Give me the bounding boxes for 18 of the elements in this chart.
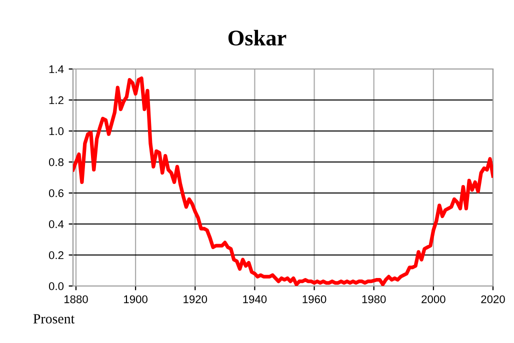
y-tick-label: 0.8 [48, 158, 64, 166]
y-tick-label: 1.0 [49, 127, 64, 136]
x-tick-label: 2020 [481, 295, 505, 304]
chart-title: Oskar [228, 30, 286, 46]
text: Prosent [33, 314, 75, 324]
y-tick-label: 0.0 [48, 282, 64, 290]
x-tick-label: 1980 [362, 295, 386, 304]
y-tick-label: 1.4 [49, 65, 64, 74]
x-tick-label: 1880 [64, 295, 88, 304]
x-tick-label: 1900 [124, 295, 148, 304]
y-tick-label: 1.2 [49, 96, 64, 104]
x-tick-label: 2000 [422, 295, 446, 304]
y-tick-label: 0.4 [48, 220, 64, 228]
x-tick-label: 1940 [243, 295, 267, 304]
y-tick-label: 0.2 [48, 251, 64, 260]
y-tick-label: 0.6 [48, 189, 64, 198]
x-tick-label: 1960 [302, 295, 326, 304]
x-tick-label: 1920 [184, 295, 208, 304]
